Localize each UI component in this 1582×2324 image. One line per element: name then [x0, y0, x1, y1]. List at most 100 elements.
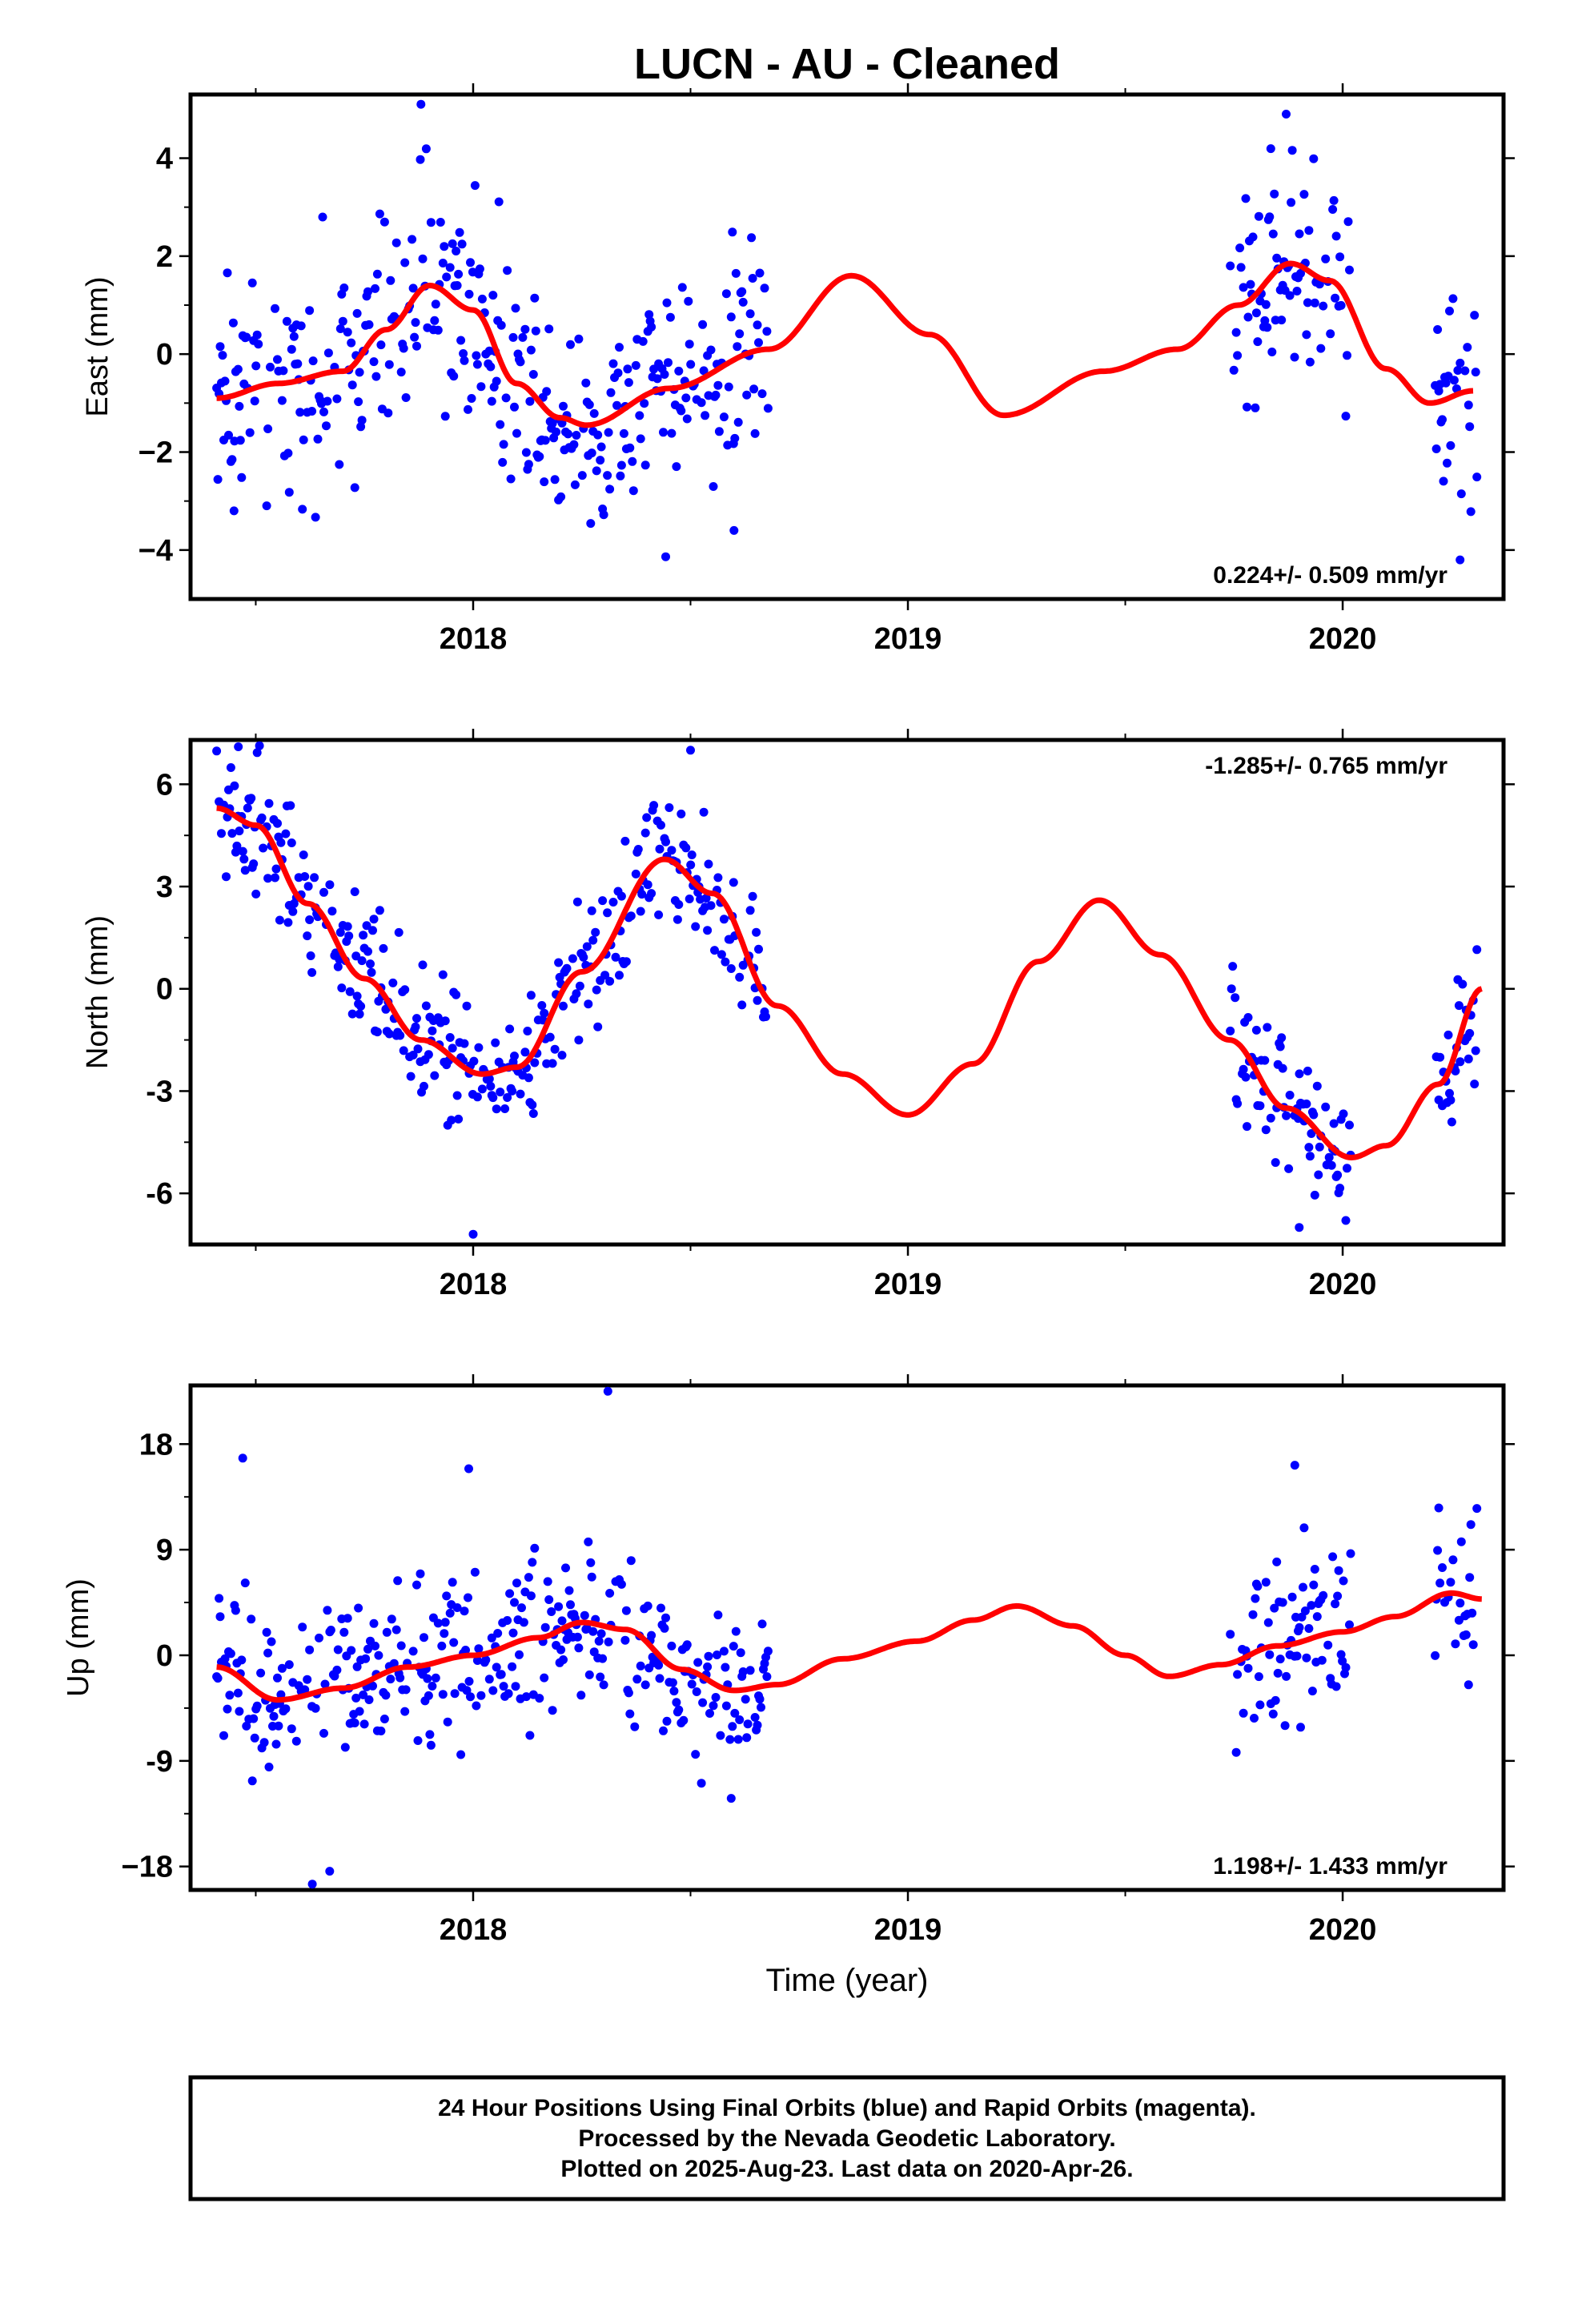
up-data-point — [470, 1567, 480, 1577]
up-data-point — [323, 1606, 332, 1615]
up-data-point — [528, 1558, 537, 1567]
north-data-point — [761, 1012, 770, 1021]
north-data-point — [1278, 1063, 1287, 1073]
east-data-point — [363, 287, 372, 296]
up-data-point — [584, 1670, 594, 1679]
up-data-point — [566, 1600, 575, 1610]
footer-line-2: Processed by the Nevada Geodetic Laborat… — [578, 2125, 1115, 2152]
east-data-point — [1229, 365, 1239, 375]
up-data-point — [460, 1606, 469, 1616]
up-data-point — [408, 1647, 418, 1656]
east-data-point — [298, 505, 307, 514]
east-velocity-label: 0.224+/- 0.509 mm/yr — [1213, 562, 1447, 589]
up-data-point — [621, 1606, 631, 1615]
north-data-point — [1324, 1152, 1334, 1162]
up-data-point — [548, 1706, 557, 1715]
east-data-point — [460, 356, 469, 365]
up-data-point — [420, 1633, 428, 1642]
east-data-point — [1241, 194, 1251, 203]
up-data-point — [391, 1625, 401, 1634]
up-data-point — [643, 1601, 652, 1610]
up-data-point — [540, 1673, 549, 1683]
up-data-point — [233, 1688, 243, 1698]
up-data-point — [381, 1691, 391, 1700]
east-data-point — [227, 455, 237, 464]
north-data-point — [737, 1000, 747, 1010]
east-data-point — [572, 431, 581, 440]
east-data-point — [730, 433, 740, 443]
east-data-point — [296, 321, 306, 331]
east-data-point — [542, 387, 552, 396]
up-data-point — [705, 1709, 714, 1718]
up-data-point — [1310, 1565, 1319, 1574]
east-data-point — [1326, 329, 1335, 339]
north-data-point — [474, 1043, 484, 1052]
east-data-point — [728, 227, 737, 237]
up-data-point — [698, 1698, 708, 1707]
north-data-point — [1456, 1057, 1465, 1067]
up-data-point — [687, 1679, 697, 1689]
north-data-point — [640, 828, 650, 838]
east-data-point — [467, 394, 476, 403]
north-data-point — [1302, 1100, 1311, 1108]
east-data-point — [762, 327, 772, 336]
north-data-point — [264, 798, 274, 808]
up-data-point — [598, 1654, 608, 1663]
up-data-point — [731, 1626, 741, 1636]
east-data-point — [308, 356, 318, 366]
east-data-point — [396, 368, 406, 377]
north-data-point — [691, 922, 701, 931]
up-data-point — [559, 1655, 568, 1664]
north-data-point — [704, 859, 713, 869]
east-data-point — [496, 320, 506, 330]
north-data-point — [591, 927, 600, 937]
north-data-point — [287, 838, 296, 847]
east-data-point — [223, 268, 232, 278]
north-data-point — [276, 838, 286, 847]
up-data-point — [741, 1695, 750, 1704]
up-data-point — [679, 1715, 689, 1725]
east-data-point — [1236, 263, 1246, 272]
east-data-point — [672, 462, 681, 472]
north-data-point — [347, 1009, 357, 1019]
east-data-point — [721, 289, 731, 299]
east-data-point — [339, 283, 349, 292]
east-data-point — [357, 416, 367, 425]
north-data-point — [593, 1022, 603, 1031]
east-data-point — [584, 400, 594, 409]
north-data-point — [212, 746, 222, 756]
east-data-point — [615, 343, 624, 352]
up-data-point — [326, 1626, 335, 1634]
up-points — [212, 1386, 1482, 1889]
east-data-point — [664, 358, 673, 368]
north-data-point — [524, 1073, 533, 1083]
up-data-point — [504, 1689, 513, 1699]
east-outlier-point — [1282, 110, 1291, 119]
north-data-point — [1345, 1120, 1354, 1130]
east-data-point — [369, 357, 379, 367]
north-data-point — [1309, 1110, 1319, 1120]
north-data-point — [337, 983, 347, 993]
north-data-point — [352, 991, 362, 1001]
up-data-point — [620, 1635, 630, 1645]
up-data-point — [703, 1662, 713, 1671]
up-data-point — [535, 1694, 544, 1703]
north-data-point — [251, 889, 261, 899]
east-data-point — [448, 239, 457, 248]
east-data-point — [1319, 301, 1328, 311]
up-data-point — [369, 1618, 379, 1628]
east-data-point — [1336, 300, 1346, 310]
up-data-point — [640, 1680, 650, 1690]
north-data-point — [325, 880, 335, 890]
north-data-point — [633, 845, 643, 854]
up-data-point — [333, 1645, 343, 1655]
east-data-point — [667, 428, 677, 438]
north-data-point — [503, 1093, 512, 1102]
up-data-point — [298, 1622, 307, 1632]
east-data-point — [1254, 211, 1263, 221]
east-data-point — [1439, 476, 1448, 486]
east-data-point — [347, 338, 356, 348]
north-data-point — [713, 873, 723, 883]
north-data-point — [359, 931, 368, 940]
up-data-point — [496, 1670, 506, 1679]
